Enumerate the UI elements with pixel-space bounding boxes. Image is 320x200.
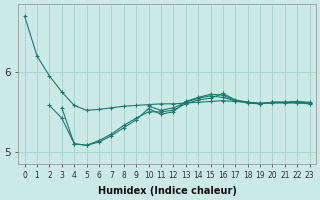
X-axis label: Humidex (Indice chaleur): Humidex (Indice chaleur) <box>98 186 236 196</box>
